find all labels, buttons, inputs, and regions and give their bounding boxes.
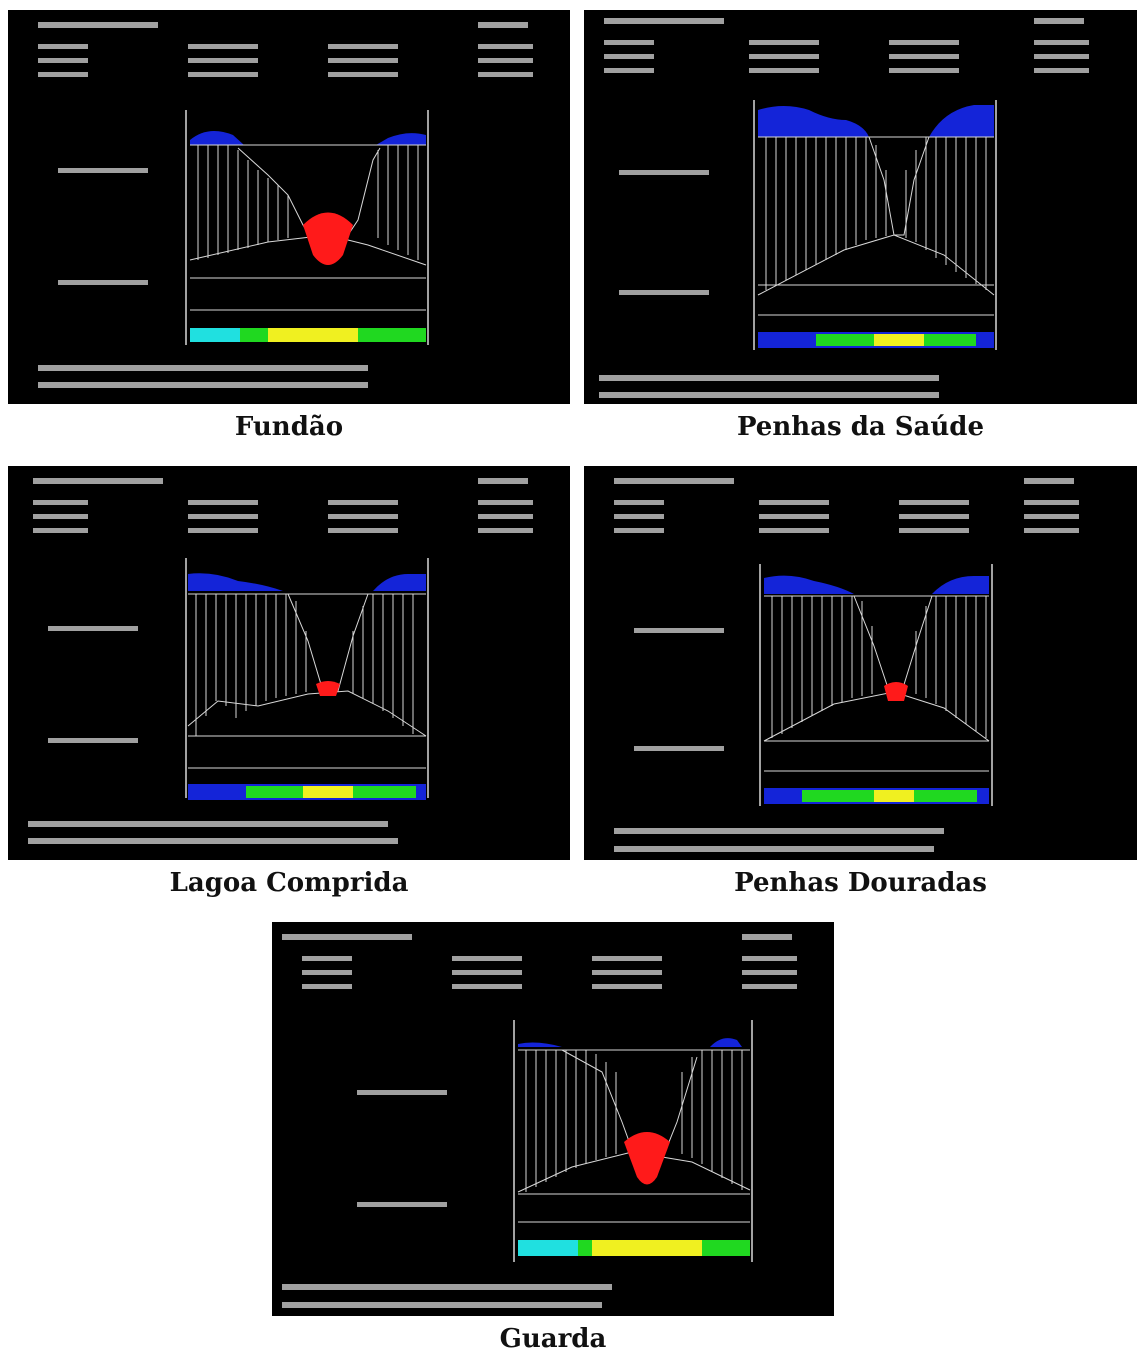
screen-graphic	[28, 478, 533, 844]
panel-guarda	[272, 922, 834, 1316]
caption-text: Fundão	[234, 412, 344, 442]
screen-penhas-douradas	[584, 466, 1137, 860]
screen-lagoa-comprida	[8, 466, 570, 860]
screen-guarda	[272, 922, 834, 1316]
caption-text: Penhas da Saúde	[736, 412, 985, 442]
screen-graphic	[614, 478, 1079, 852]
screen-graphic	[38, 22, 533, 388]
caption-text: Lagoa Comprida	[169, 868, 409, 898]
caption-text: Guarda	[499, 1324, 607, 1354]
panel-penhas-da-saude	[584, 10, 1137, 404]
caption-penhas-da-saude: Penhas da Saúde	[584, 412, 1137, 442]
screen-penhas-da-saude	[584, 10, 1137, 404]
panel-fundao	[8, 10, 570, 404]
panel-lagoa-comprida	[8, 466, 570, 860]
screen-fundao	[8, 10, 570, 404]
caption-penhas-douradas: Penhas Douradas	[584, 868, 1137, 898]
screen-graphic	[599, 18, 1089, 398]
caption-lagoa-comprida: Lagoa Comprida	[8, 868, 570, 898]
caption-text: Penhas Douradas	[734, 868, 987, 898]
panel-penhas-douradas	[584, 466, 1137, 860]
screen-graphic	[282, 934, 797, 1308]
caption-fundao: Fundão	[8, 412, 570, 442]
caption-guarda: Guarda	[272, 1324, 834, 1354]
